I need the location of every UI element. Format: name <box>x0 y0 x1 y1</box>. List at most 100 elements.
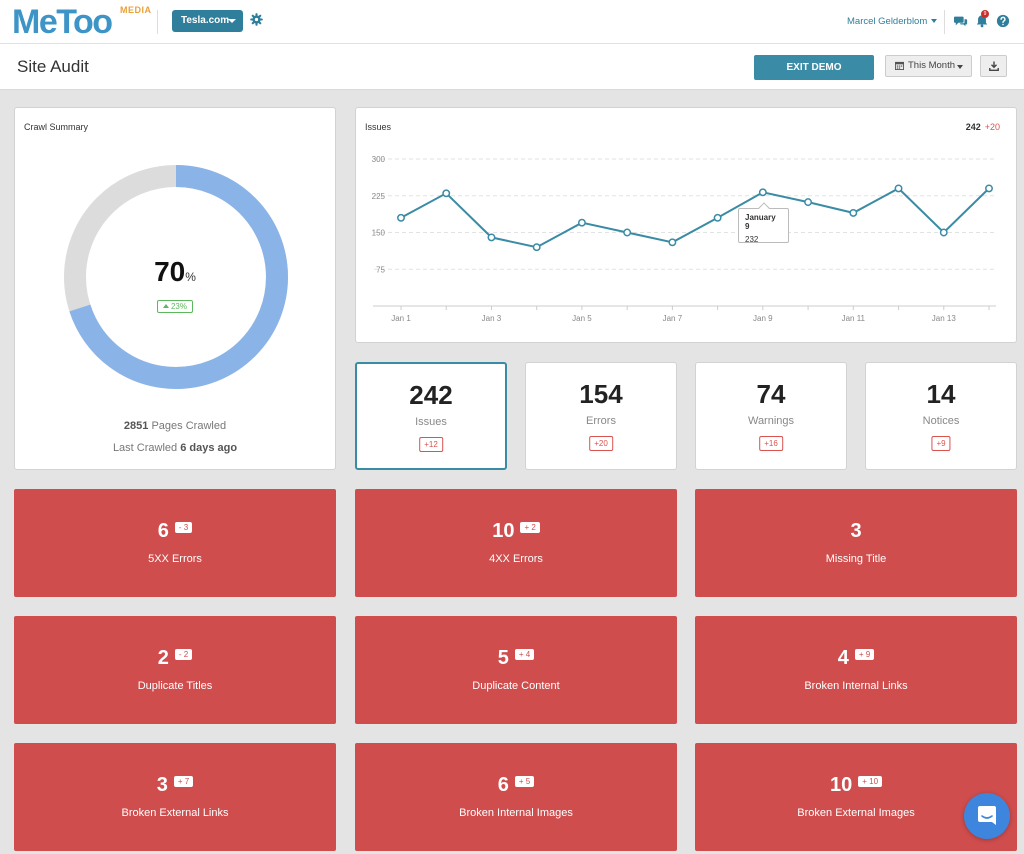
tile-count: 2 <box>157 647 169 669</box>
logo-wordmark: MeToo <box>12 3 113 41</box>
caret-down-icon <box>931 19 938 24</box>
tile-count: 3 <box>850 520 862 542</box>
date-range-dropdown[interactable]: This Month <box>885 55 972 77</box>
notification-count-badge: 9 <box>981 10 989 18</box>
stat-value: 14 <box>926 379 956 409</box>
tile-broken-external-images[interactable]: 10 + 10 Broken External Images <box>695 743 1017 851</box>
x-tick-label: Jan 11 <box>842 314 866 323</box>
tile-delta-badge: + 4 <box>514 648 535 660</box>
page-title: Site Audit <box>17 57 89 76</box>
tile-missing-title[interactable]: 3 Missing Title <box>695 489 1017 597</box>
issues-chart-title: Issues <box>365 122 392 132</box>
settings-gear-icon[interactable] <box>250 13 263 26</box>
crawl-percent-value: 70 <box>154 256 186 287</box>
site-selector-label: Tesla.com <box>181 15 230 26</box>
tile-count-row: 3 + 7 <box>14 774 336 797</box>
tile-count-row: 6 + 5 <box>355 774 677 797</box>
tile-delta-badge: - 2 <box>174 648 193 660</box>
chat-icon[interactable] <box>954 14 968 28</box>
tile-label: Broken External Images <box>797 807 915 819</box>
issues-total-value: 242 <box>965 122 981 132</box>
crawl-change-badge: 23% <box>156 300 193 313</box>
issues-data-point <box>939 228 948 237</box>
issues-data-point <box>577 218 586 227</box>
tile-delta-badge: + 5 <box>514 775 535 787</box>
x-tick-label: Jan 3 <box>482 314 502 323</box>
crawl-donut-chart <box>64 165 288 389</box>
stat-value: 74 <box>756 379 786 409</box>
notifications-button[interactable]: 9 <box>975 10 989 28</box>
tile-count: 10 <box>829 774 853 796</box>
tile-label: Broken External Links <box>121 807 229 819</box>
user-menu[interactable]: Marcel Gelderblom <box>847 16 938 27</box>
user-name: Marcel Gelderblom <box>847 16 928 27</box>
stat-label: Warnings <box>747 415 795 427</box>
calendar-icon <box>895 61 904 70</box>
issues-total: 242 +20 <box>966 122 1000 132</box>
stat-value: 242 <box>409 380 453 410</box>
stat-delta-badge: +9 <box>931 436 951 451</box>
exit-demo-button[interactable]: EXIT DEMO <box>754 55 874 80</box>
tile-delta-badge: + 9 <box>854 648 875 660</box>
issues-data-point <box>668 238 677 247</box>
issues-data-point <box>623 228 632 237</box>
download-icon <box>989 61 999 71</box>
tile-delta-badge: + 2 <box>520 521 540 533</box>
tile-delta-badge: + 7 <box>173 775 194 787</box>
brand-logo[interactable]: MeToo MEDIA <box>12 3 151 41</box>
tile-broken-internal-images[interactable]: 6 + 5 Broken Internal Images <box>355 743 677 851</box>
issues-data-point <box>532 243 541 252</box>
divider <box>944 10 945 34</box>
tile-duplicate-titles[interactable]: 2 - 2 Duplicate Titles <box>14 616 336 724</box>
x-tick-label: Jan 1 <box>391 314 411 323</box>
caret-down-icon <box>228 19 236 23</box>
issues-total-delta: +20 <box>984 122 1000 132</box>
issues-data-point <box>487 233 496 242</box>
issues-data-point <box>397 213 405 222</box>
tile-count-row: 4 + 9 <box>695 647 1017 670</box>
tile-count-row: 3 <box>695 520 1017 543</box>
caret-down-icon <box>957 65 963 69</box>
help-icon[interactable] <box>996 14 1010 28</box>
x-tick-label: Jan 5 <box>572 314 592 323</box>
x-tick-label: Jan 9 <box>753 314 773 323</box>
tile-count-row: 5 + 4 <box>355 647 677 670</box>
tile-broken-internal-links[interactable]: 4 + 9 Broken Internal Links <box>695 616 1017 724</box>
pages-crawled: 2851 Pages Crawled <box>15 420 335 432</box>
last-crawled-value: 6 days ago <box>180 442 238 454</box>
stat-delta-badge: +16 <box>759 436 783 451</box>
tile-count: 6 <box>497 774 509 796</box>
tooltip-date: January 9 <box>745 213 776 231</box>
tile-count-row: 10 + 2 <box>355 520 677 543</box>
chart-tooltip: January 9 232 <box>738 202 789 244</box>
stat-card-warnings[interactable]: 74 Warnings +16 <box>695 362 847 470</box>
crawl-summary-title: Crawl Summary <box>24 122 89 132</box>
chat-launcher-button[interactable] <box>964 793 1010 839</box>
issues-data-point <box>985 184 993 193</box>
stat-delta-badge: +20 <box>589 436 613 451</box>
site-selector-dropdown[interactable]: Tesla.com <box>172 10 243 32</box>
tile-count-row: 2 - 2 <box>14 647 336 670</box>
tile-broken-external-links[interactable]: 3 + 7 Broken External Links <box>14 743 336 851</box>
page-header: Site Audit EXIT DEMO This Month <box>0 44 1024 90</box>
stat-card-errors[interactable]: 154 Errors +20 <box>525 362 677 470</box>
x-tick-label: Jan 13 <box>932 314 957 323</box>
download-button[interactable] <box>980 55 1007 77</box>
stat-card-notices[interactable]: 14 Notices +9 <box>865 362 1017 470</box>
tile-4xx-errors[interactable]: 10 + 2 4XX Errors <box>355 489 677 597</box>
top-bar: MeToo MEDIA Tesla.com Marcel Gelderblom … <box>0 0 1024 44</box>
tile-label: 5XX Errors <box>148 553 202 565</box>
tile-duplicate-content[interactable]: 5 + 4 Duplicate Content <box>355 616 677 724</box>
tile-label: Duplicate Content <box>472 680 560 692</box>
date-range-label: This Month <box>908 60 955 71</box>
issues-data-point <box>442 189 451 198</box>
tile-5xx-errors[interactable]: 6 - 3 5XX Errors <box>14 489 336 597</box>
y-tick-label: 75 <box>376 265 385 274</box>
tile-count-row: 10 + 10 <box>695 774 1017 797</box>
tile-delta-badge: + 10 <box>858 775 883 787</box>
logo-subtext: MEDIA <box>120 5 152 15</box>
tile-label: 4XX Errors <box>489 553 543 565</box>
crawl-percentage: 70% <box>15 256 335 288</box>
stat-card-issues[interactable]: 242 Issues +12 <box>355 362 507 470</box>
issues-data-point <box>849 208 858 217</box>
